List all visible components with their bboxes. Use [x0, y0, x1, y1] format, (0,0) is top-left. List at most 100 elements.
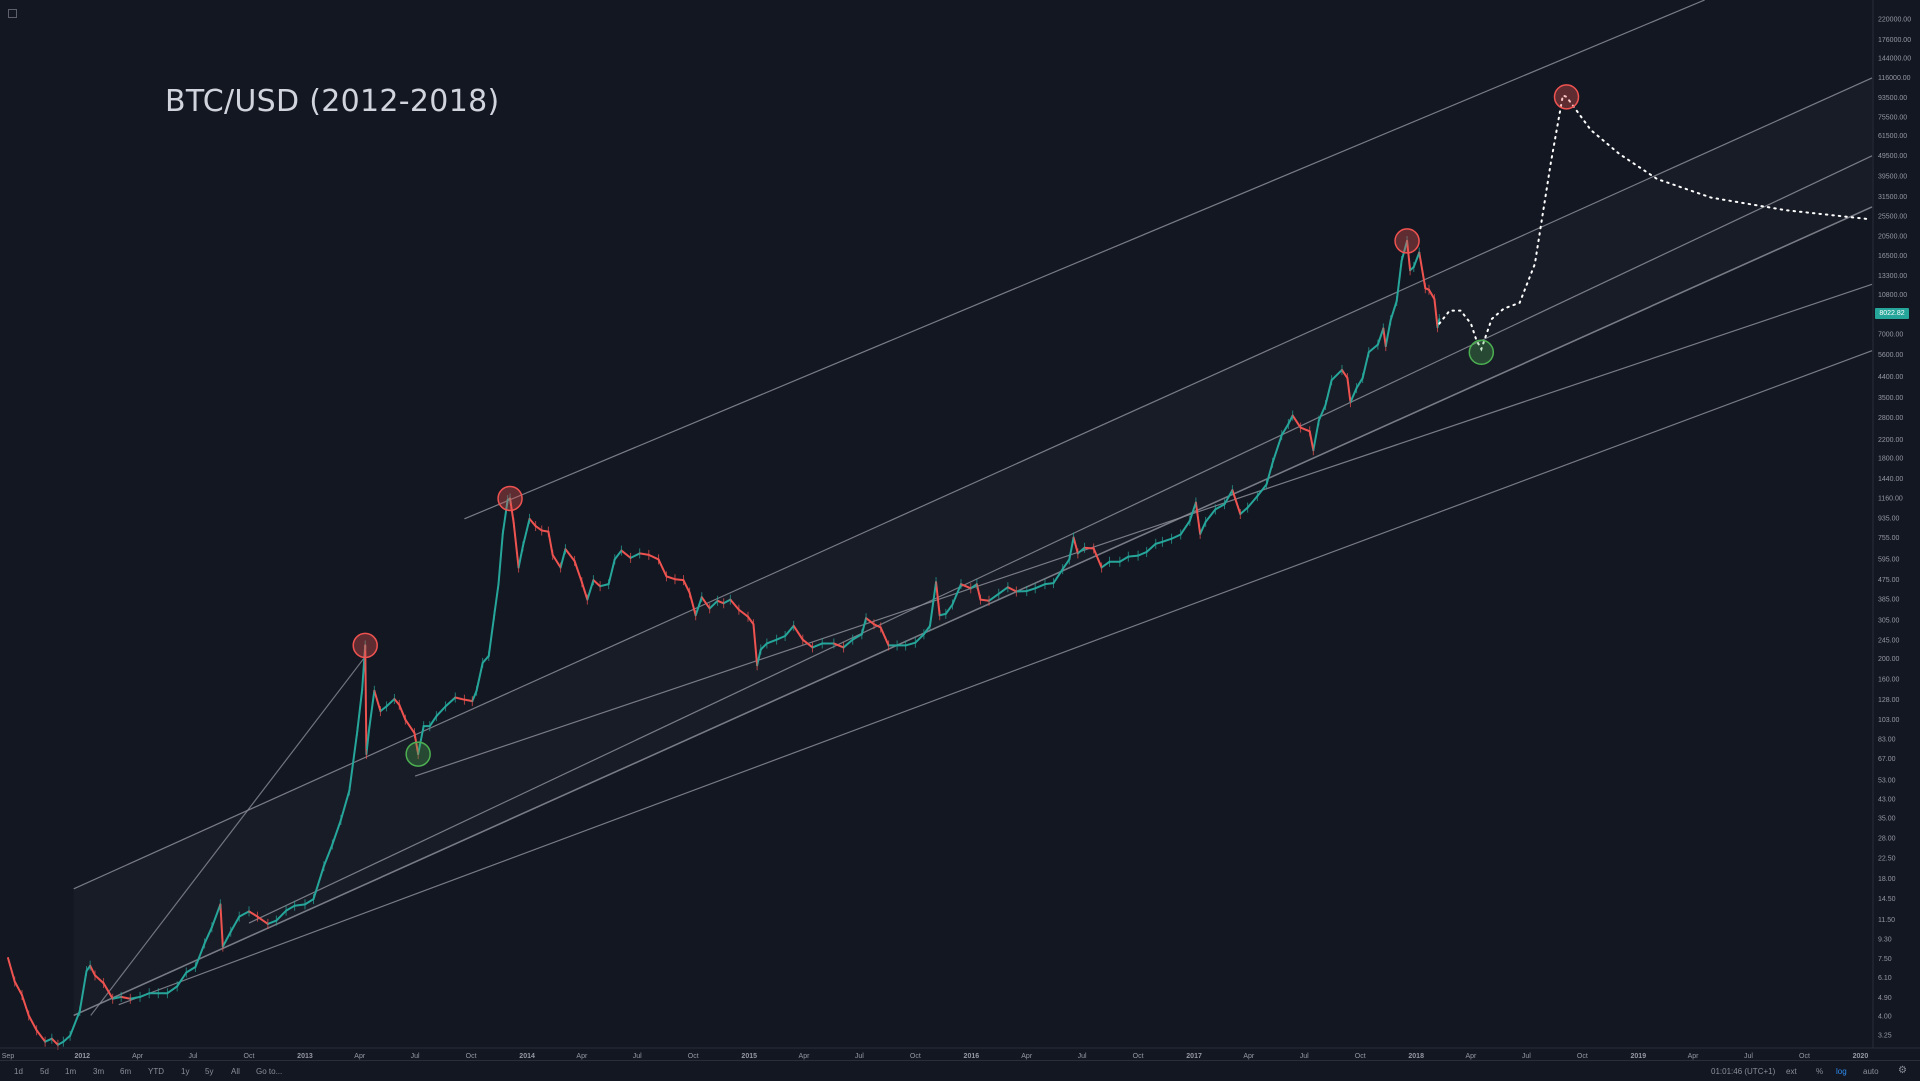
x-tick-label: 2017 — [1186, 1053, 1202, 1060]
price-segment — [365, 645, 366, 754]
last-price-badge: 8022.82 — [1875, 308, 1909, 319]
y-tick-label: 160.00 — [1878, 677, 1900, 684]
y-tick-label: 43.00 — [1878, 797, 1896, 804]
timeframe-3m[interactable]: 3m — [93, 1067, 104, 1076]
y-tick-label: 220000.00 — [1878, 17, 1911, 24]
y-tick-label: 31500.00 — [1878, 194, 1907, 201]
y-tick-label: 935.00 — [1878, 515, 1900, 522]
y-tick-label: 1440.00 — [1878, 476, 1903, 483]
x-tick-label: Oct — [910, 1053, 921, 1060]
x-tick-label: 2012 — [74, 1053, 90, 1060]
go-to-date-button[interactable]: Go to... — [256, 1067, 282, 1076]
clock-readout: 01:01:46 (UTC+1) — [1711, 1067, 1775, 1076]
timeframe-1m[interactable]: 1m — [65, 1067, 76, 1076]
auto-toggle[interactable]: auto — [1863, 1067, 1879, 1076]
price-segment — [1128, 556, 1138, 557]
y-tick-label: 13300.00 — [1878, 273, 1907, 280]
y-tick-label: 1800.00 — [1878, 456, 1903, 463]
y-tick-label: 75500.00 — [1878, 114, 1907, 121]
log-toggle[interactable]: log — [1836, 1067, 1847, 1076]
price-segment — [1085, 548, 1094, 549]
y-tick-label: 4.00 — [1878, 1013, 1892, 1020]
y-tick-label: 83.00 — [1878, 737, 1896, 744]
timeframe-all[interactable]: All — [231, 1067, 240, 1076]
timeframe-5d[interactable]: 5d — [40, 1067, 49, 1076]
y-tick-label: 3500.00 — [1878, 395, 1903, 402]
x-tick-label: Jul — [1744, 1053, 1753, 1060]
x-tick-label: Jul — [1300, 1053, 1309, 1060]
y-tick-label: 18.00 — [1878, 876, 1896, 883]
y-tick-label: 9.30 — [1878, 936, 1892, 943]
timeframe-ytd[interactable]: YTD — [148, 1067, 164, 1076]
percent-toggle[interactable]: % — [1816, 1067, 1823, 1076]
y-tick-label: 176000.00 — [1878, 37, 1911, 44]
price-segment — [295, 904, 305, 905]
y-tick-label: 67.00 — [1878, 756, 1896, 763]
y-tick-label: 61500.00 — [1878, 133, 1907, 140]
y-tick-label: 116000.00 — [1878, 75, 1911, 82]
x-tick-label: Apr — [1688, 1053, 1700, 1060]
x-tick-label: Jul — [411, 1053, 420, 1060]
bottom-marker — [406, 742, 430, 766]
y-tick-label: 49500.00 — [1878, 153, 1907, 160]
y-tick-label: 128.00 — [1878, 697, 1900, 704]
timeframe-1y[interactable]: 1y — [181, 1067, 189, 1076]
price-segment — [1045, 583, 1054, 584]
price-segment — [980, 600, 989, 601]
chart-menu-icon[interactable] — [8, 9, 17, 18]
x-tick-label: Oct — [1133, 1053, 1144, 1060]
x-tick-label: 2014 — [519, 1053, 535, 1060]
x-tick-label: 2020 — [1853, 1053, 1869, 1060]
x-tick-label: Apr — [1243, 1053, 1255, 1060]
top-marker — [498, 486, 522, 510]
y-tick-label: 16500.00 — [1878, 253, 1907, 260]
top-marker — [1395, 229, 1419, 253]
top-marker — [1555, 85, 1579, 109]
bottom-marker — [1469, 340, 1493, 364]
x-tick-label: Apr — [1021, 1053, 1033, 1060]
ext-toggle[interactable]: ext — [1786, 1067, 1797, 1076]
y-tick-label: 2200.00 — [1878, 437, 1903, 444]
x-tick-label: Apr — [799, 1053, 811, 1060]
y-tick-label: 2800.00 — [1878, 415, 1903, 422]
x-tick-label: Jul — [633, 1053, 642, 1060]
x-tick-label: 2015 — [741, 1053, 757, 1060]
x-tick-label: Oct — [1577, 1053, 1588, 1060]
price-segment — [464, 700, 472, 701]
y-tick-label: 1160.00 — [1878, 496, 1903, 503]
x-tick-label: Oct — [466, 1053, 477, 1060]
x-tick-label: Jul — [1078, 1053, 1087, 1060]
y-tick-label: 3.25 — [1878, 1032, 1892, 1039]
timeframe-1d[interactable]: 1d — [14, 1067, 23, 1076]
top-marker — [353, 633, 377, 657]
chart-title: BTC/USD (2012-2018) — [165, 84, 499, 119]
y-tick-label: 5600.00 — [1878, 352, 1903, 359]
y-tick-label: 6.10 — [1878, 975, 1892, 982]
y-tick-label: 4.90 — [1878, 995, 1892, 1002]
y-tick-label: 200.00 — [1878, 656, 1900, 663]
x-tick-label: 2018 — [1408, 1053, 1424, 1060]
x-tick-label: Jul — [1522, 1053, 1531, 1060]
y-tick-label: 10800.00 — [1878, 292, 1907, 299]
y-tick-label: 7000.00 — [1878, 332, 1903, 339]
price-segment — [542, 530, 549, 531]
x-tick-label: Sep — [2, 1053, 15, 1060]
y-tick-label: 4400.00 — [1878, 374, 1903, 381]
x-tick-label: Oct — [1799, 1053, 1810, 1060]
y-tick-label: 11.50 — [1878, 917, 1895, 924]
y-tick-label: 245.00 — [1878, 638, 1900, 645]
x-tick-label: Apr — [354, 1053, 366, 1060]
gear-icon[interactable]: ⚙ — [1898, 1065, 1907, 1076]
x-tick-label: Jul — [855, 1053, 864, 1060]
price-segment — [675, 579, 684, 580]
y-tick-label: 595.00 — [1878, 557, 1900, 564]
timeframe-5y[interactable]: 5y — [205, 1067, 213, 1076]
y-tick-label: 7.50 — [1878, 956, 1892, 963]
x-tick-label: Oct — [244, 1053, 255, 1060]
y-tick-label: 103.00 — [1878, 717, 1900, 724]
y-tick-label: 305.00 — [1878, 618, 1900, 625]
x-tick-label: Jul — [189, 1053, 198, 1060]
timeframe-6m[interactable]: 6m — [120, 1067, 131, 1076]
